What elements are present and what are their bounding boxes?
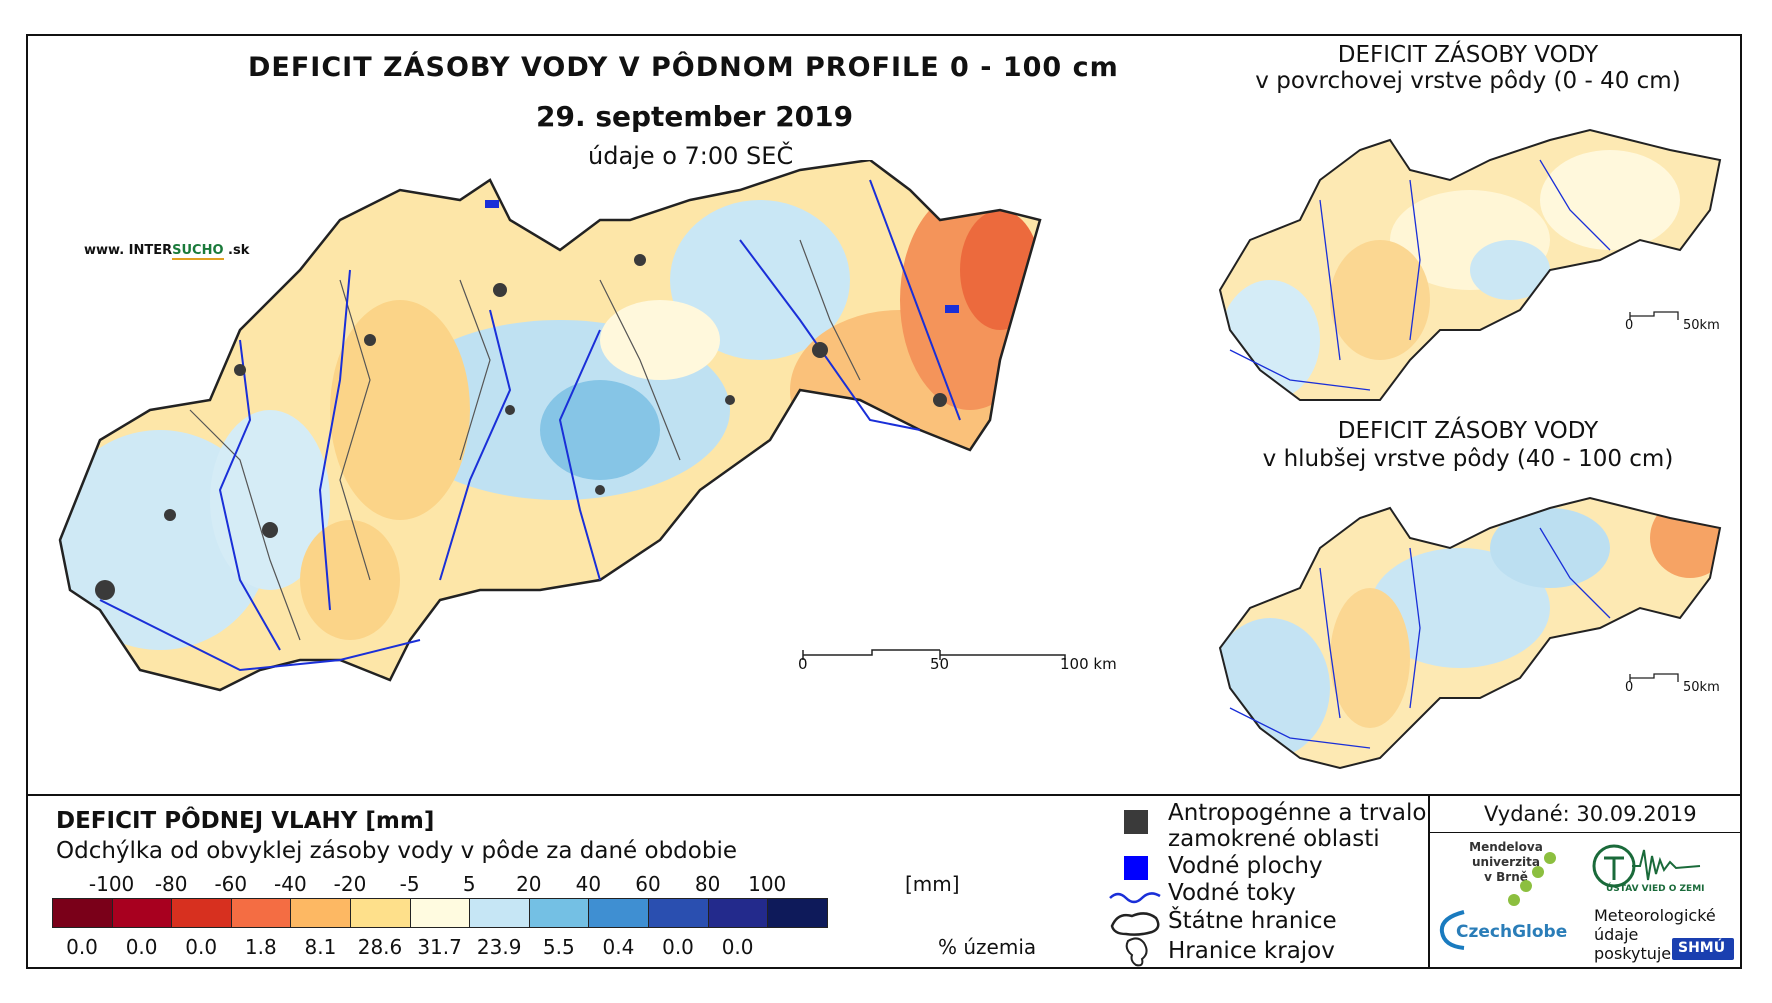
legend-unit: [mm]: [905, 872, 960, 896]
main-scale-mid: 50: [930, 655, 950, 673]
legend-percent-label: 31.7: [417, 935, 462, 959]
shmu-logo: SHMÚ: [1672, 938, 1734, 960]
water-area-label: Vodné plochy: [1168, 853, 1323, 879]
legend-tick-label: 20: [516, 872, 542, 896]
legend-tick-label: -40: [274, 872, 307, 896]
inset-bottom-title-1: DEFICIT ZÁSOBY VODY: [1337, 418, 1599, 444]
legend-tick-label: 80: [694, 872, 721, 896]
legend-swatch: [409, 898, 471, 928]
meteo-text-3: poskytuje:: [1594, 944, 1677, 963]
legend-swatch: [707, 898, 769, 928]
legend-tick-label: -100: [88, 872, 135, 896]
meteo-text-1: Meteorologické: [1594, 906, 1716, 925]
legend-percent-label: 0.0: [125, 935, 158, 959]
legend-percent-label: 0.0: [662, 935, 694, 959]
legend-tick-label: 40: [575, 872, 602, 896]
legend-swatch: [230, 898, 292, 928]
czechglobe-logo-arc: [1439, 910, 1465, 950]
state-border-label: Štátne hranice: [1168, 908, 1337, 934]
legend-percent-label: 0.0: [66, 935, 98, 959]
legend-percent-label: 23.9: [476, 935, 522, 959]
brand-prefix: www. INTER: [84, 243, 173, 258]
divider-issued: [1428, 832, 1742, 833]
legend-tick-label: -80: [154, 872, 188, 896]
legend-percent-label: 1.8: [244, 935, 277, 959]
ustav-logo-text: ÚSTAV VIED O ZEMI: [1606, 884, 1705, 894]
legend-title: DEFICIT PÔDNEJ VLAHY [mm]: [56, 808, 435, 834]
map-time-note: údaje o 7:00 SEČ: [588, 142, 794, 170]
state-border-symbol: [1110, 912, 1160, 936]
legend-swatch: [52, 898, 113, 928]
intersucho-brand[interactable]: www. INTERSUCHO .sk: [84, 243, 250, 260]
region-border-symbol: [1125, 937, 1148, 967]
legend-swatch: [290, 898, 351, 928]
mendel-logo-text-1: Mendelova: [1469, 840, 1543, 854]
legend-percent-label: 8.1: [304, 935, 337, 959]
legend-swatch: [350, 898, 411, 928]
legend-swatch: [528, 898, 590, 928]
map-date: 29. september 2019: [536, 100, 854, 133]
legend-percent-label: 5.5: [542, 935, 575, 959]
inset-bottom-map: [1218, 496, 1722, 770]
mendel-logo-text-3: v Brně: [1484, 870, 1528, 884]
water-area-symbol: [1124, 856, 1148, 880]
inset-top-scale-end: 50km: [1683, 318, 1720, 333]
divider-horizontal: [26, 794, 1742, 796]
inset-top-scale-bar: [1629, 311, 1679, 320]
legend-tick-label: -60: [214, 872, 248, 896]
main-scale-end: 100 km: [1060, 655, 1117, 673]
main-scale-bar: [802, 649, 1066, 660]
urban-area-symbol: [1124, 810, 1148, 834]
legend-swatch: [648, 898, 709, 928]
legend-swatch: [469, 898, 530, 928]
issued-date: Vydané: 30.09.2019: [1484, 802, 1697, 826]
inset-bottom-scale-bar: [1629, 673, 1679, 682]
legend-swatch: [111, 898, 173, 928]
river-symbol: [1109, 892, 1161, 904]
legend-subtitle: Odchýlka od obvyklej zásoby vody v pôde …: [56, 838, 737, 864]
inset-bottom-scale-zero: 0: [1625, 680, 1634, 695]
river-label: Vodné toky: [1168, 880, 1296, 906]
legend-percent-label: 0.0: [185, 935, 218, 959]
inset-top-map: [1218, 128, 1722, 401]
inset-bottom-title-2: v hlubšej vrstve pôdy (40 - 100 cm): [1262, 446, 1674, 472]
legend-tick-label: -5: [399, 872, 420, 896]
legend-percent-label: 0.0: [721, 935, 754, 959]
legend-swatch: [588, 898, 649, 928]
legend-swatch: [171, 898, 232, 928]
urban-area-label-2: zamokrené oblasti: [1168, 826, 1380, 852]
legend-pct-unit: % územia: [938, 935, 1037, 959]
main-map: [58, 160, 1042, 692]
mendel-logo-text-2: univerzita: [1471, 855, 1540, 869]
inset-bottom-scale-end: 50km: [1683, 680, 1720, 695]
legend-tick-label: 60: [635, 872, 661, 896]
czechglobe-logo-text: CzechGlobe: [1456, 922, 1568, 942]
legend-tick-label: -20: [333, 872, 367, 896]
brand-accent: SUCHO: [172, 243, 224, 260]
meteo-text-2: údaje: [1594, 925, 1639, 944]
legend-swatch: [767, 898, 828, 928]
inset-top-scale-zero: 0: [1625, 318, 1634, 333]
inset-top-title-1: DEFICIT ZÁSOBY VODY: [1337, 42, 1599, 68]
divider-vertical: [1428, 794, 1430, 969]
urban-area-label-1: Antropogénne a trvalo: [1168, 800, 1427, 826]
main-scale-zero: 0: [798, 655, 808, 673]
legend-percent-label: 0.4: [602, 935, 635, 959]
region-border-label: Hranice krajov: [1168, 938, 1335, 964]
ustav-logo: [1592, 844, 1701, 888]
legend-tick-label: 100: [748, 872, 787, 896]
legend-percent-label: 28.6: [357, 935, 403, 959]
inset-top-title-2: v povrchovej vrstve pôdy (0 - 40 cm): [1255, 68, 1681, 94]
brand-suffix: .sk: [223, 243, 250, 258]
legend-tick-label: 5: [462, 872, 476, 896]
shmu-logo-text: SHMÚ: [1678, 940, 1726, 956]
map-title: DEFICIT ZÁSOBY VODY V PÔDNOM PROFILE 0 -…: [248, 52, 1119, 83]
mendel-logo-dots: [1508, 852, 1556, 906]
